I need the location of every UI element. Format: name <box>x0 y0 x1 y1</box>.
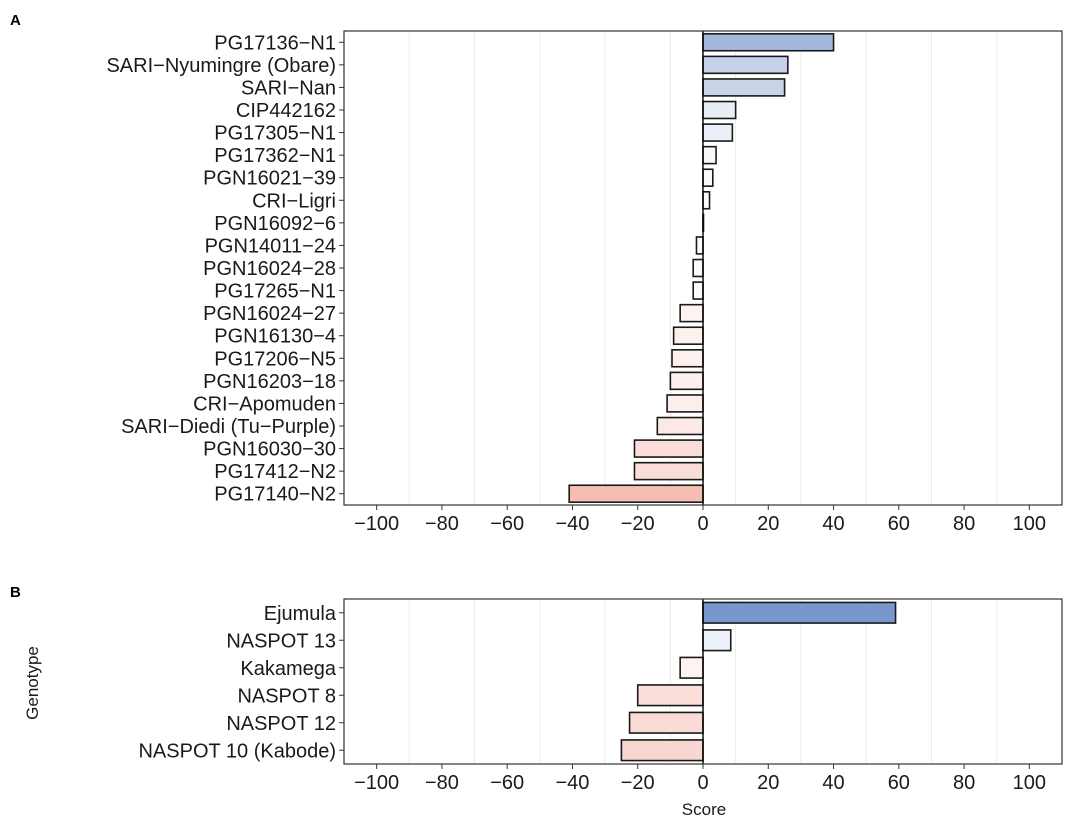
panel-a-category-label: CRI−Apomuden <box>193 393 336 415</box>
panel-b-category-label: NASPOT 10 (Kabode) <box>138 740 336 762</box>
panel-b-bar <box>679 656 704 679</box>
panel-a-bar <box>568 484 704 503</box>
panel-a-category-label: CIP442162 <box>236 100 336 122</box>
panel-a-bar <box>633 461 704 481</box>
panel-b-x-tick-label: −20 <box>621 772 655 794</box>
panel-a-x-tick-label: −60 <box>490 513 524 535</box>
panel-a-category-label: PG17362−N1 <box>214 145 336 167</box>
panel-b-x-tick-label: 80 <box>953 772 975 794</box>
panel-a-bar <box>702 123 734 142</box>
panel-b-category-label: Ejumula <box>264 603 337 625</box>
panel-a-x-tick-label: 100 <box>1013 513 1046 535</box>
panel-a-bar <box>666 394 704 413</box>
panel-b-x-tick-label: −100 <box>354 772 399 794</box>
panel-b-x-tick-label: 100 <box>1013 772 1046 794</box>
panel-a-x-tick-label: 20 <box>757 513 779 535</box>
panel-a-bar <box>702 145 717 165</box>
panel-a-bar <box>702 78 786 97</box>
panel-b-x-tick-label: −80 <box>425 772 459 794</box>
panel-a-x-tick-label: −20 <box>621 513 655 535</box>
panel-a-x-tick-label: 60 <box>888 513 910 535</box>
panel-a-category-label: PGN16203−18 <box>203 371 336 393</box>
y-axis-title: Genotype <box>23 646 42 720</box>
panel-b-x-tick-label: 60 <box>888 772 910 794</box>
panel-a-category-label: PG17136−N1 <box>214 32 336 54</box>
panel-b-x-tick-label: −60 <box>490 772 524 794</box>
panel-a-bar <box>695 236 704 255</box>
panel-b-bar <box>628 711 704 734</box>
panel-a-bar <box>702 191 711 210</box>
panel-a-category-label: PGN16024−28 <box>203 258 336 280</box>
panel-a-bar <box>656 416 704 436</box>
panel-a-tag: A <box>10 12 21 29</box>
panel-b-x-tick-label: 40 <box>822 772 844 794</box>
panel-a-category-label: PG17265−N1 <box>214 281 336 303</box>
panel-b-bar <box>620 739 704 762</box>
panel-a-bar <box>672 326 704 345</box>
panel-a-bar <box>633 439 704 458</box>
panel-a-category-label: SARI−Diedi (Tu−Purple) <box>121 416 336 438</box>
panel-b-bar <box>702 601 897 624</box>
panel-a-x-tick-label: 80 <box>953 513 975 535</box>
panel-a-bar <box>692 281 704 300</box>
panel-b-x-tick-label: 20 <box>757 772 779 794</box>
panel-a-category-label: PGN16024−27 <box>203 303 336 325</box>
panel-b-tag: B <box>10 584 21 601</box>
panel-a-x-tick-label: −100 <box>354 513 399 535</box>
panel-a-bar <box>702 55 789 75</box>
panel-a-bar <box>669 371 704 391</box>
panel-b-category-label: NASPOT 8 <box>237 685 336 707</box>
panel-b: B Ejumula NASPOT 13 Kakamega NASPOT 8 NASPOT… <box>10 584 1063 794</box>
panel-a-x-tick-label: 40 <box>822 513 844 535</box>
panel-b-bar <box>702 629 732 652</box>
panel-a-bar <box>702 33 835 52</box>
panel-a-bar <box>671 349 704 368</box>
panel-a-x-tick-label: 0 <box>697 513 708 535</box>
panel-a-bar <box>692 258 704 278</box>
panel-b-x-tick-label: −40 <box>555 772 589 794</box>
panel-a-category-label: PGN16030−30 <box>203 439 336 461</box>
panel-b-x-tick-label: 0 <box>697 772 708 794</box>
panel-a-x-tick-label: −40 <box>555 513 589 535</box>
panel-a-category-label: PG17305−N1 <box>214 123 336 145</box>
panel-a-bar <box>702 100 737 120</box>
panel-a-category-label: SARI−Nyumingre (Obare) <box>106 55 336 77</box>
panel-a-category-label: CRI−Ligri <box>252 190 336 212</box>
panel-a-bar <box>702 168 714 187</box>
panel-a-category-label: PGN16130−4 <box>214 326 336 348</box>
panel-a-category-label: PG17140−N2 <box>214 484 336 506</box>
panel-b-category-label: NASPOT 13 <box>226 630 336 652</box>
panel-b-category-label: Kakamega <box>240 658 336 680</box>
panel-b-category-label: NASPOT 12 <box>226 713 336 735</box>
panel-a-category-label: PG17206−N5 <box>214 348 336 370</box>
panel-a-category-label: PGN16092−6 <box>214 213 336 235</box>
panel-a-category-label: PGN14011−24 <box>205 235 336 257</box>
panel-a-x-tick-label: −80 <box>425 513 459 535</box>
panel-a-bar <box>679 303 704 323</box>
panel-a-category-label: PGN16021−39 <box>203 168 336 190</box>
panel-a-category-label: PG17412−N2 <box>214 461 336 483</box>
panel-b-bar <box>636 684 704 707</box>
panel-a-category-label: SARI−Nan <box>241 77 336 99</box>
x-axis-title: Score <box>682 800 726 819</box>
